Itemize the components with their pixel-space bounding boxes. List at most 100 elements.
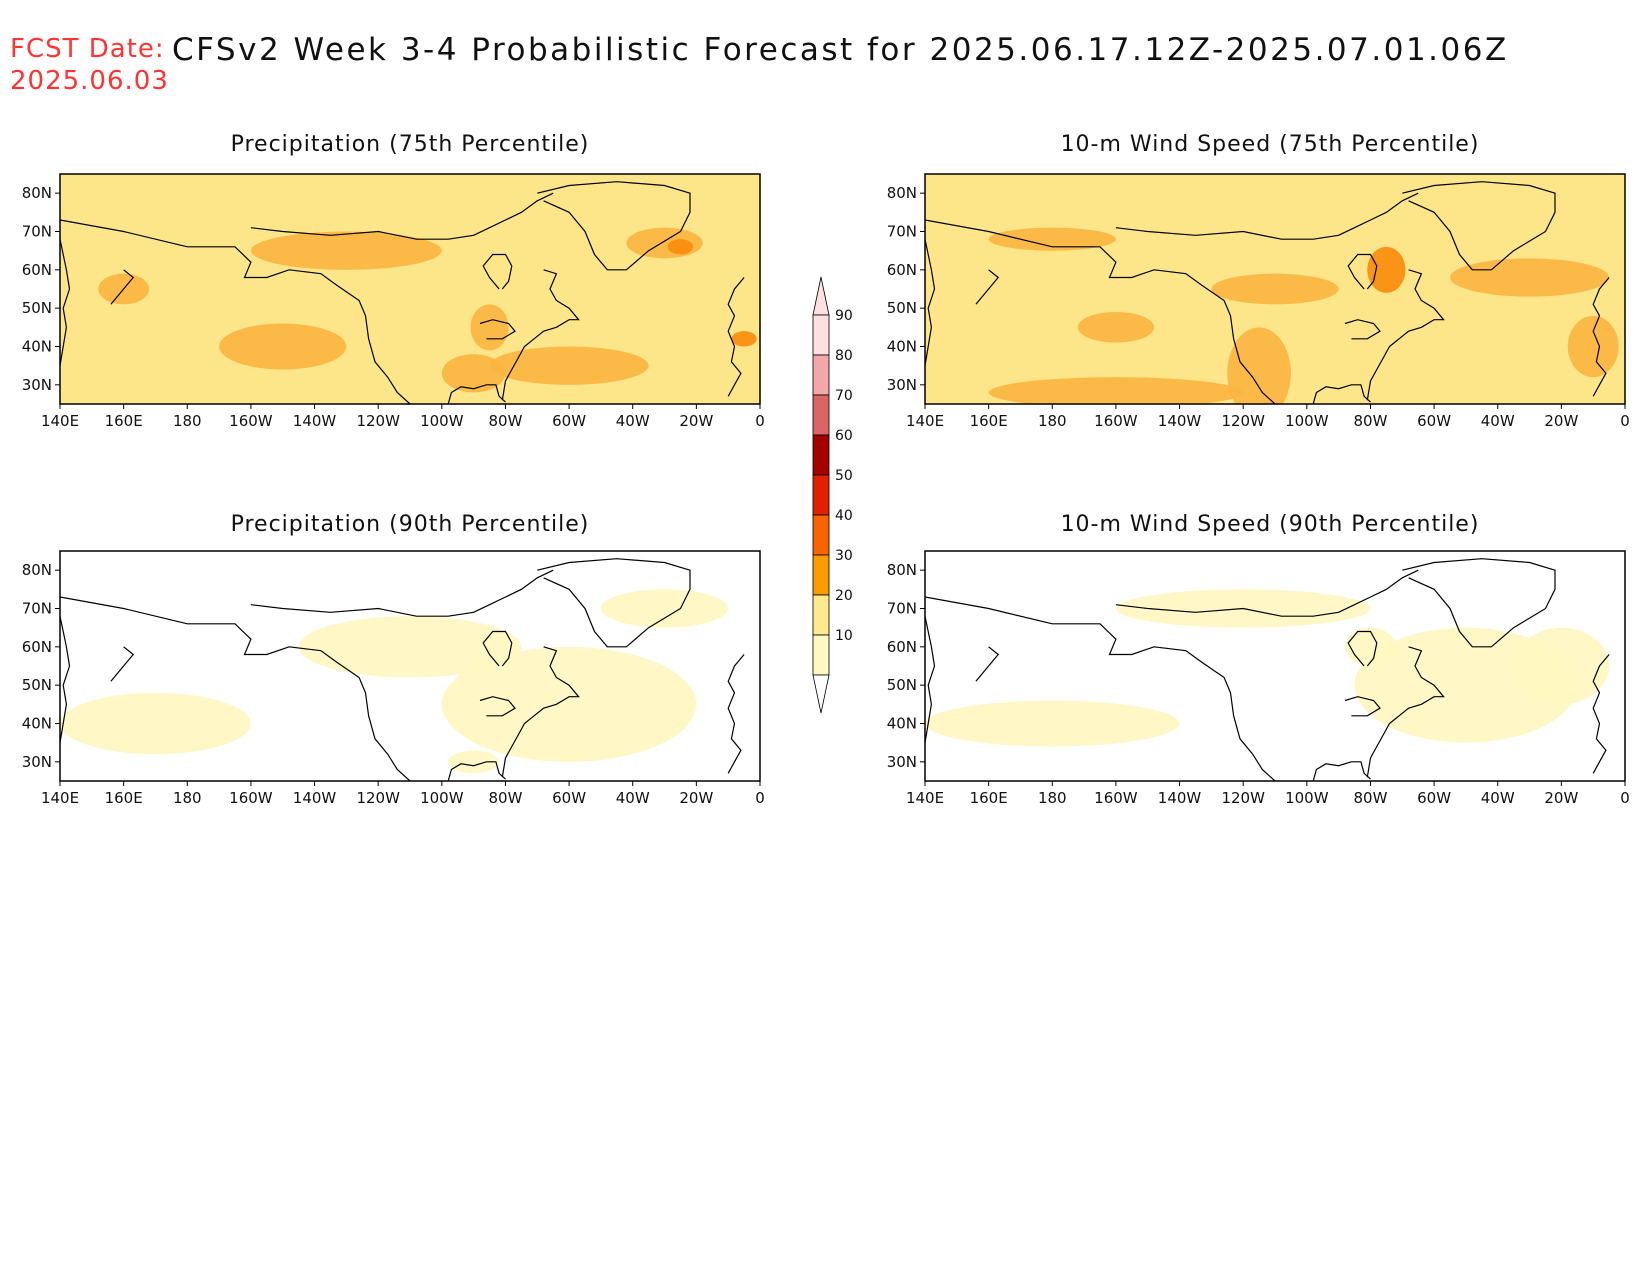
- lon-label: 160W: [229, 789, 273, 807]
- lat-label: 80N: [22, 561, 52, 579]
- coastline: [1344, 319, 1381, 340]
- contour-fill: [1345, 627, 1396, 666]
- coastline: [1312, 761, 1371, 781]
- lat-label: 40N: [887, 338, 917, 356]
- lon-label: 140W: [293, 412, 337, 430]
- lon-label: 20W: [679, 789, 713, 807]
- lat-label: 50N: [22, 676, 52, 694]
- coastline: [482, 630, 513, 667]
- lon-label: 60W: [1417, 412, 1451, 430]
- map-frame: [59, 173, 761, 405]
- coastline: [1366, 646, 1445, 778]
- contour-fill: [1077, 312, 1155, 343]
- coastline: [925, 596, 1276, 781]
- panel-title-precip-75: Precipitation (75th Percentile): [230, 132, 590, 157]
- lon-label: 40W: [616, 412, 650, 430]
- header: FCST Date: 2025.06.03 CFSv2 Week 3-4 Pro…: [10, 30, 1640, 100]
- lon-label: 140W: [293, 789, 337, 807]
- lon-label: 160E: [970, 789, 1008, 807]
- lon-label: 0: [1620, 789, 1630, 807]
- lon-label: 140E: [41, 789, 79, 807]
- lon-label: 120W: [356, 412, 400, 430]
- contour-fill: [1450, 258, 1610, 297]
- coastline: [1347, 253, 1378, 290]
- contour-fill: [219, 323, 347, 370]
- colorbar-segment: [812, 434, 830, 476]
- colorbar-segment: [812, 634, 830, 676]
- contour-fill: [988, 377, 1244, 404]
- lat-label: 70N: [22, 600, 52, 618]
- coastline: [975, 646, 1000, 682]
- lat-label: 50N: [887, 676, 917, 694]
- coastline: [250, 192, 554, 240]
- colorbar-label: 90: [835, 308, 853, 324]
- lon-label: 0: [755, 789, 765, 807]
- lon-label: 120W: [356, 789, 400, 807]
- contour-fill: [600, 589, 729, 628]
- coastline: [447, 761, 506, 781]
- colorbar-label: 30: [835, 548, 853, 564]
- colorbar-label: 40: [835, 508, 853, 524]
- coastline: [110, 269, 135, 305]
- coastline: [1347, 630, 1378, 667]
- lat-label: 40N: [22, 715, 52, 733]
- lon-label: 160E: [105, 789, 143, 807]
- contour-fill: [667, 239, 694, 255]
- coastline: [1402, 181, 1556, 271]
- lon-label: 100W: [1285, 789, 1329, 807]
- lon-label: 40W: [616, 789, 650, 807]
- lat-label: 30N: [887, 753, 917, 771]
- colorbar-label: 20: [835, 588, 853, 604]
- coastline: [1592, 277, 1610, 397]
- contour-fill: [448, 750, 500, 774]
- lon-label: 160W: [229, 412, 273, 430]
- map-frame: [59, 550, 761, 782]
- panel-title-precip-90: Precipitation (90th Percentile): [230, 512, 590, 537]
- colorbar-segment: [812, 554, 830, 596]
- coastline: [1312, 384, 1371, 404]
- coastline: [482, 253, 513, 290]
- lat-label: 60N: [887, 261, 917, 279]
- lon-label: 80W: [488, 412, 522, 430]
- contour-fill: [988, 227, 1116, 251]
- contour-fill: [1513, 627, 1610, 705]
- lon-label: 100W: [420, 412, 464, 430]
- lon-label: 180: [1038, 412, 1067, 430]
- lat-label: 30N: [22, 376, 52, 394]
- contour-fill: [60, 692, 251, 755]
- colorbar-legend: 90 80 70 60 50 40 30 20 10: [812, 276, 853, 714]
- colorbar-label: 60: [835, 428, 853, 444]
- coastline: [501, 269, 580, 401]
- lon-label: 60W: [1417, 789, 1451, 807]
- lat-label: 50N: [887, 299, 917, 317]
- coastline: [1366, 269, 1445, 401]
- colorbar-segment: [812, 314, 830, 356]
- map-precip-75: 140E 160E 180 160W 140W 120W 100W 80W 60W 40W 20W 0…: [22, 173, 765, 430]
- map-precip-90: 140E 160E 180 160W 140W 120W 100W 80W 60W 40W 20W 0…: [22, 550, 765, 807]
- lon-label: 100W: [1285, 412, 1329, 430]
- colorbar-bottom-arrow: [812, 674, 830, 714]
- contour-fill: [1567, 315, 1619, 378]
- lat-label: 30N: [22, 753, 52, 771]
- lon-label: 0: [755, 412, 765, 430]
- colorbar-label: 70: [835, 388, 853, 404]
- coastline: [975, 269, 1000, 305]
- colorbar-segment: [812, 514, 830, 556]
- coastline: [1115, 192, 1419, 240]
- lon-label: 160W: [1094, 412, 1138, 430]
- contour-fill: [1211, 273, 1339, 305]
- lat-label: 60N: [887, 638, 917, 656]
- lon-label: 100W: [420, 789, 464, 807]
- contour-fill: [441, 354, 506, 393]
- contour-fill: [1227, 327, 1291, 404]
- contour-fill: [441, 646, 697, 762]
- panel-title-wind-90: 10-m Wind Speed (90th Percentile): [1060, 512, 1480, 537]
- coastline: [110, 646, 135, 682]
- lon-label: 180: [1038, 789, 1067, 807]
- lat-label: 40N: [22, 338, 52, 356]
- contour-fill: [731, 331, 757, 347]
- coastline: [1402, 558, 1556, 648]
- lon-label: 20W: [1544, 412, 1578, 430]
- colorbar-label: 80: [835, 348, 853, 364]
